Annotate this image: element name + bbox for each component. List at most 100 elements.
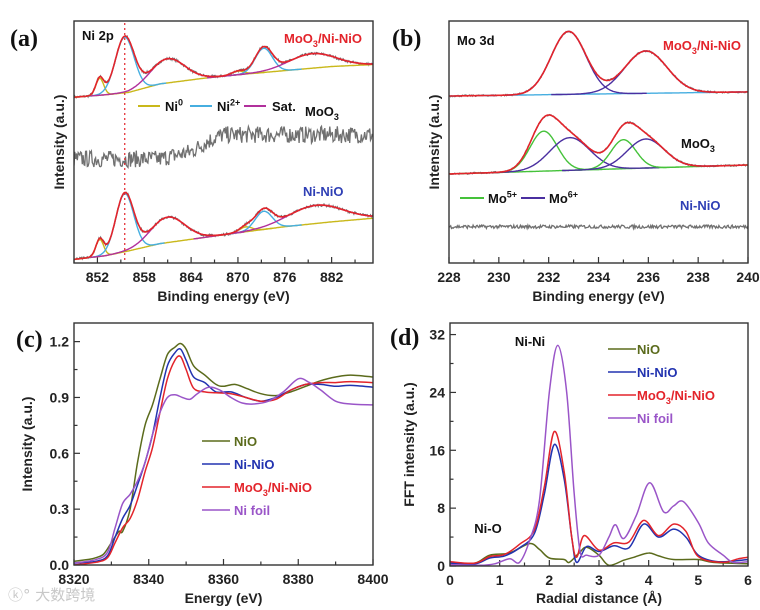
y-tick-label: 0.3	[50, 501, 70, 517]
x-tick-label: 230	[487, 269, 511, 285]
raw-spectrum	[449, 222, 748, 231]
x-tick-label: 1	[496, 572, 504, 588]
plot-area	[449, 30, 748, 231]
x-tick-label: 234	[587, 269, 611, 285]
spectrum-label: MoO3​	[681, 136, 715, 154]
x-tick-label: 6	[744, 572, 752, 588]
y-axis-label: FFT intensity (a.u.)	[401, 382, 417, 506]
x-tick-label: 228	[437, 269, 461, 285]
x-tick-label: 0	[446, 572, 454, 588]
raw-spectrum	[74, 191, 373, 261]
legend-label: MoO3​/Ni-NiO	[234, 480, 312, 498]
component-sat	[90, 216, 245, 259]
component-mo6	[490, 30, 647, 97]
legend-label: Ni2+​	[217, 97, 240, 114]
plot-area	[450, 344, 748, 566]
y-tick-label: 0	[437, 558, 445, 574]
legend-label: Mo5+​	[488, 189, 517, 206]
panel-label: (c)	[16, 327, 43, 353]
x-tick-label: 864	[179, 269, 203, 285]
x-tick-label: 8360	[208, 571, 239, 587]
legend-label: Ni0​	[165, 97, 183, 114]
y-tick-label: 0.9	[50, 389, 70, 405]
x-tick-label: 852	[86, 269, 110, 285]
x-tick-label: 2	[545, 572, 553, 588]
spectrum-label: Ni-NiO	[680, 198, 720, 213]
raw-spectrum	[74, 124, 373, 170]
legend-label: MoO3​/Ni-NiO	[637, 388, 715, 406]
panel-c	[73, 322, 374, 566]
x-tick-label: 3	[595, 572, 603, 588]
x-tick-label: 8340	[133, 571, 164, 587]
y-tick-label: 0.0	[50, 557, 70, 573]
panel-label: (d)	[390, 325, 419, 351]
legend-label: Ni-NiO	[234, 457, 274, 472]
spectrum-label: MoO3​/Ni-NiO	[663, 38, 741, 56]
y-tick-label: 32	[429, 327, 445, 343]
y-axis-label: Intensity (a.u.)	[51, 95, 67, 190]
peak-annotation: Ni-Ni	[515, 334, 545, 349]
peak-annotation: Ni-O	[474, 521, 501, 536]
x-tick-label: 8380	[283, 571, 314, 587]
panel-b	[448, 20, 749, 264]
legend-label: Mo6+​	[549, 189, 578, 206]
plot-frame	[73, 20, 374, 264]
y-tick-label: 0.6	[50, 445, 70, 461]
x-tick-label: 8320	[58, 571, 89, 587]
plot-area	[74, 23, 373, 263]
x-tick-label: 8400	[357, 571, 388, 587]
series-line	[74, 377, 373, 564]
y-tick-label: 24	[429, 384, 445, 400]
component-mo5	[482, 130, 606, 174]
spectrum-label: MoO3​/Ni-NiO	[284, 31, 362, 49]
x-tick-label: 232	[537, 269, 561, 285]
panel-d	[449, 322, 749, 567]
legend-label: NiO	[637, 342, 660, 357]
x-axis-label: Radial distance (Å)	[536, 590, 662, 606]
plot-frame	[449, 322, 749, 567]
y-axis-label: Intensity (a.u.)	[19, 397, 35, 492]
fit-envelope	[449, 30, 748, 97]
series-line	[450, 443, 748, 565]
x-tick-label: 236	[637, 269, 661, 285]
component-mo6	[480, 136, 660, 174]
x-tick-label: 882	[320, 269, 344, 285]
series-line	[74, 355, 373, 565]
plot-area	[74, 342, 373, 565]
series-line	[450, 344, 748, 566]
y-tick-label: 16	[429, 442, 445, 458]
x-tick-label: 870	[226, 269, 250, 285]
fit-envelope	[74, 191, 373, 261]
x-axis-label: Energy (eV)	[185, 590, 263, 606]
spectrum-region-label: Mo 3d	[457, 33, 495, 48]
spectrum-label: MoO3​	[305, 104, 339, 122]
x-tick-label: 5	[694, 572, 702, 588]
x-axis-label: Binding energy (eV)	[157, 288, 289, 304]
spectrum-region-label: Ni 2p	[82, 28, 114, 43]
plot-frame	[448, 20, 749, 264]
panel-a	[73, 20, 374, 264]
watermark: ⓚ° 大数跨境	[8, 586, 95, 604]
legend-label: Sat.	[272, 99, 296, 114]
x-tick-label: 240	[736, 269, 760, 285]
y-tick-label: 1.2	[50, 334, 70, 350]
fit-envelope	[74, 35, 373, 98]
x-tick-label: 858	[133, 269, 157, 285]
spectrum-label: Ni-NiO	[303, 184, 343, 199]
component-mo6	[551, 50, 741, 96]
series-line	[74, 342, 373, 563]
legend-label: Ni-NiO	[637, 365, 677, 380]
legend-label: NiO	[234, 434, 257, 449]
y-axis-label: Intensity (a.u.)	[426, 95, 442, 190]
x-tick-label: 238	[686, 269, 710, 285]
legend-label: Ni foil	[234, 503, 270, 518]
series-line	[450, 430, 748, 565]
plot-frame	[73, 322, 374, 566]
panel-label: (a)	[10, 26, 38, 52]
y-tick-label: 8	[437, 500, 445, 516]
panel-label: (b)	[392, 26, 421, 52]
x-tick-label: 876	[273, 269, 297, 285]
legend-label: Ni foil	[637, 411, 673, 426]
x-axis-label: Binding energy (eV)	[532, 288, 664, 304]
